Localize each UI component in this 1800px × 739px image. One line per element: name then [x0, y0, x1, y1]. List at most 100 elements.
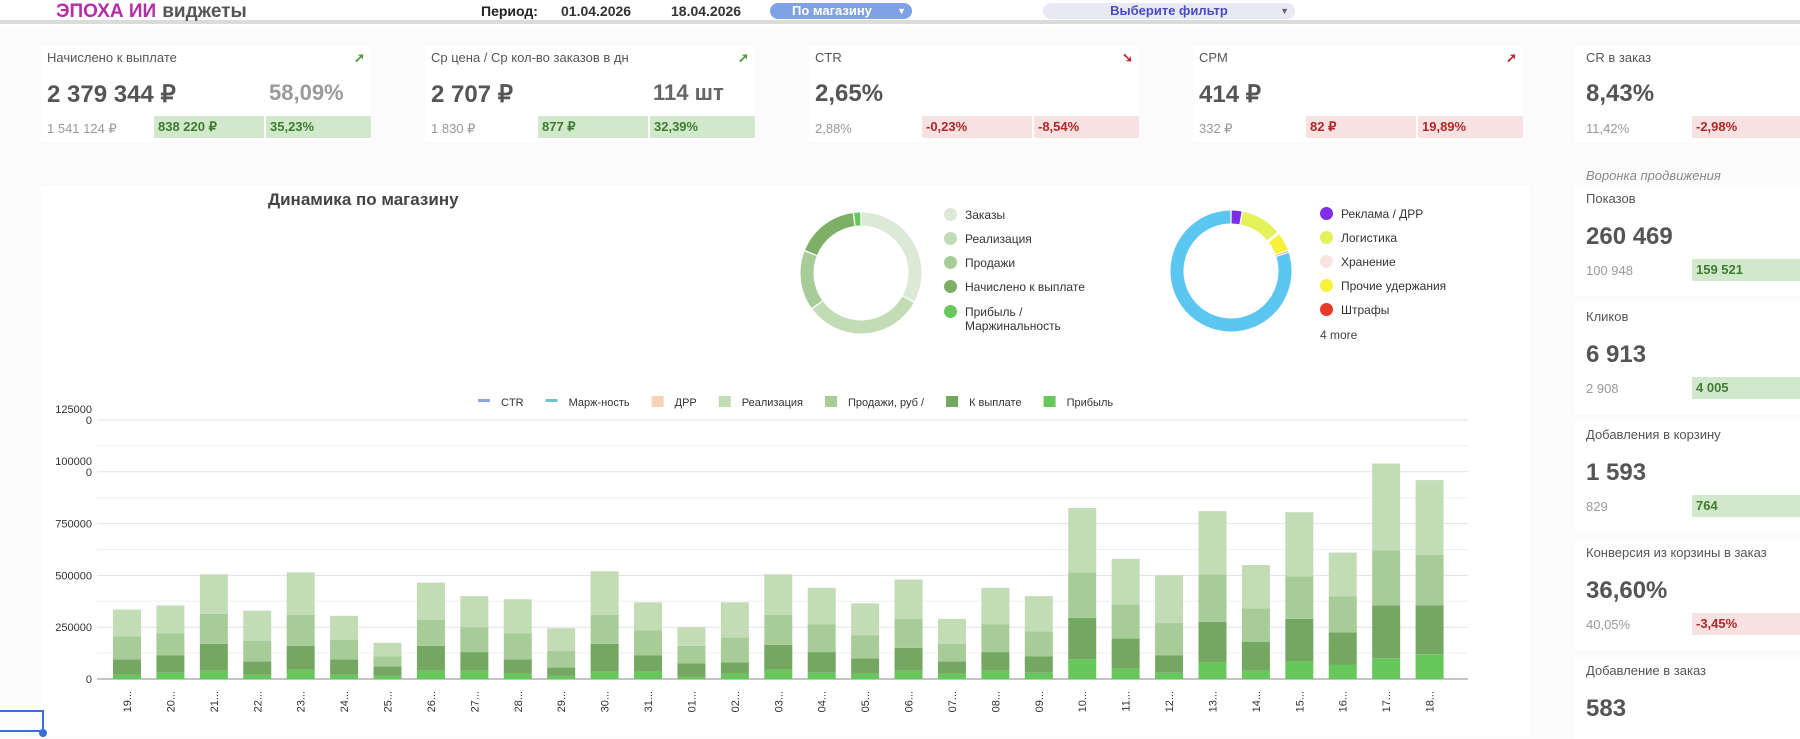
bar-segment[interactable] — [330, 674, 359, 679]
bar-segment[interactable] — [460, 596, 489, 628]
bar-segment[interactable] — [1328, 596, 1357, 633]
bar-segment[interactable] — [199, 643, 228, 671]
bar-segment[interactable] — [1198, 511, 1227, 575]
bar-segment[interactable] — [720, 637, 749, 663]
bar-segment[interactable] — [547, 667, 576, 676]
bar-segment[interactable] — [156, 633, 185, 656]
date-to-field[interactable]: 18.04.2026 — [671, 3, 742, 19]
donut2-legend-item-1[interactable]: Логистика — [1320, 231, 1397, 245]
bar-segment[interactable] — [373, 666, 402, 676]
bar-segment[interactable] — [373, 675, 402, 679]
bar-segment[interactable] — [1372, 550, 1401, 606]
bar-segment[interactable] — [416, 670, 445, 679]
bar-segment[interactable] — [503, 673, 532, 679]
bar-segment[interactable] — [937, 643, 966, 662]
bar-segment[interactable] — [156, 672, 185, 679]
donut2-legend-more-link[interactable]: 4 more — [1320, 328, 1358, 342]
bar-segment[interactable] — [1068, 659, 1097, 679]
bar-segment[interactable] — [937, 661, 966, 674]
bar-segment[interactable] — [1198, 622, 1227, 663]
bar-segment[interactable] — [243, 661, 272, 675]
bar-segment[interactable] — [677, 627, 706, 646]
bar-segment[interactable] — [1111, 604, 1140, 639]
bar-segment[interactable] — [547, 651, 576, 668]
bar-segment[interactable] — [634, 655, 663, 672]
donut1-legend-item-1[interactable]: Реализация — [944, 232, 1032, 246]
bar-segment[interactable] — [1415, 654, 1444, 679]
donut2-legend-item-3[interactable]: Прочие удержания — [1320, 279, 1446, 293]
filter-select[interactable]: Выберите фильтр ▼ — [1043, 3, 1295, 19]
bar-segment[interactable] — [113, 636, 141, 660]
donut-slice[interactable] — [861, 212, 922, 302]
bar-segment[interactable] — [330, 615, 359, 640]
bar-segment[interactable] — [1024, 631, 1053, 657]
bar-segment[interactable] — [807, 672, 836, 679]
bar-segment[interactable] — [243, 640, 272, 662]
bar-segment[interactable] — [547, 675, 576, 679]
bar-segment[interactable] — [1328, 552, 1357, 597]
bar-segment[interactable] — [1415, 554, 1444, 606]
bar-segment[interactable] — [894, 647, 923, 671]
date-from-field[interactable]: 01.04.2026 — [561, 3, 632, 19]
donut-slice[interactable] — [1240, 211, 1278, 241]
donut1-legend-item-2[interactable]: Продажи — [944, 256, 1015, 270]
bar-segment[interactable] — [590, 571, 619, 615]
donut1-legend-item-0[interactable]: Заказы — [944, 208, 1005, 222]
donut1-legend-item-3[interactable]: Начислено к выплате — [944, 280, 1085, 294]
bar-segment[interactable] — [286, 572, 315, 615]
donut-slice[interactable] — [800, 251, 823, 308]
bar-segment[interactable] — [851, 673, 880, 679]
bar-segment[interactable] — [1155, 623, 1184, 656]
bar-segment[interactable] — [1328, 664, 1357, 679]
bar-segment[interactable] — [634, 671, 663, 679]
bar-segment[interactable] — [1285, 512, 1314, 577]
bar-segment[interactable] — [373, 656, 402, 667]
bar-segment[interactable] — [1372, 658, 1401, 679]
scope-select[interactable]: По магазину ▼ — [770, 3, 912, 19]
donut-slice[interactable] — [1170, 210, 1292, 332]
donut2-legend-item-0[interactable]: Реклама / ДРР — [1320, 207, 1423, 221]
bar-segment[interactable] — [503, 599, 532, 634]
bar-segment[interactable] — [851, 603, 880, 636]
bar-segment[interactable] — [807, 652, 836, 673]
donut-slice[interactable] — [812, 296, 914, 334]
bar-segment[interactable] — [1068, 508, 1097, 573]
bar-segment[interactable] — [1155, 575, 1184, 624]
bar-segment[interactable] — [720, 602, 749, 638]
selection-handle[interactable] — [0, 710, 44, 732]
bar-segment[interactable] — [764, 669, 793, 679]
bar-segment[interactable] — [156, 605, 185, 634]
bar-segment[interactable] — [1241, 670, 1270, 679]
bar-segment[interactable] — [894, 579, 923, 619]
bar-segment[interactable] — [460, 627, 489, 653]
bar-segment[interactable] — [1024, 656, 1053, 673]
bar-segment[interactable] — [1328, 632, 1357, 665]
bar-segment[interactable] — [764, 614, 793, 645]
bar-segment[interactable] — [113, 674, 141, 679]
donut2-legend-item-2[interactable]: Хранение — [1320, 255, 1396, 269]
bar-segment[interactable] — [199, 613, 228, 644]
resize-handle[interactable] — [39, 729, 47, 737]
bar-segment[interactable] — [937, 618, 966, 644]
bar-segment[interactable] — [113, 609, 141, 637]
bar-segment[interactable] — [199, 670, 228, 679]
bar-segment[interactable] — [286, 645, 315, 670]
bar-segment[interactable] — [1372, 605, 1401, 659]
bar-segment[interactable] — [1241, 608, 1270, 642]
bar-segment[interactable] — [1415, 480, 1444, 555]
bar-segment[interactable] — [1241, 565, 1270, 609]
bar-segment[interactable] — [1111, 668, 1140, 679]
bar-segment[interactable] — [503, 659, 532, 674]
bar-segment[interactable] — [981, 624, 1010, 653]
bar-segment[interactable] — [330, 659, 359, 675]
donut2-legend-item-4[interactable]: Штрафы — [1320, 303, 1389, 317]
bar-segment[interactable] — [460, 652, 489, 671]
bar-segment[interactable] — [851, 635, 880, 659]
donut1-legend-item-4[interactable]: Прибыль / Маржинальность — [944, 305, 1061, 333]
bar-segment[interactable] — [1155, 655, 1184, 673]
bar-segment[interactable] — [590, 671, 619, 679]
bar-segment[interactable] — [1285, 576, 1314, 619]
bar-segment[interactable] — [373, 642, 402, 657]
bar-segment[interactable] — [547, 628, 576, 652]
bar-segment[interactable] — [1285, 661, 1314, 679]
